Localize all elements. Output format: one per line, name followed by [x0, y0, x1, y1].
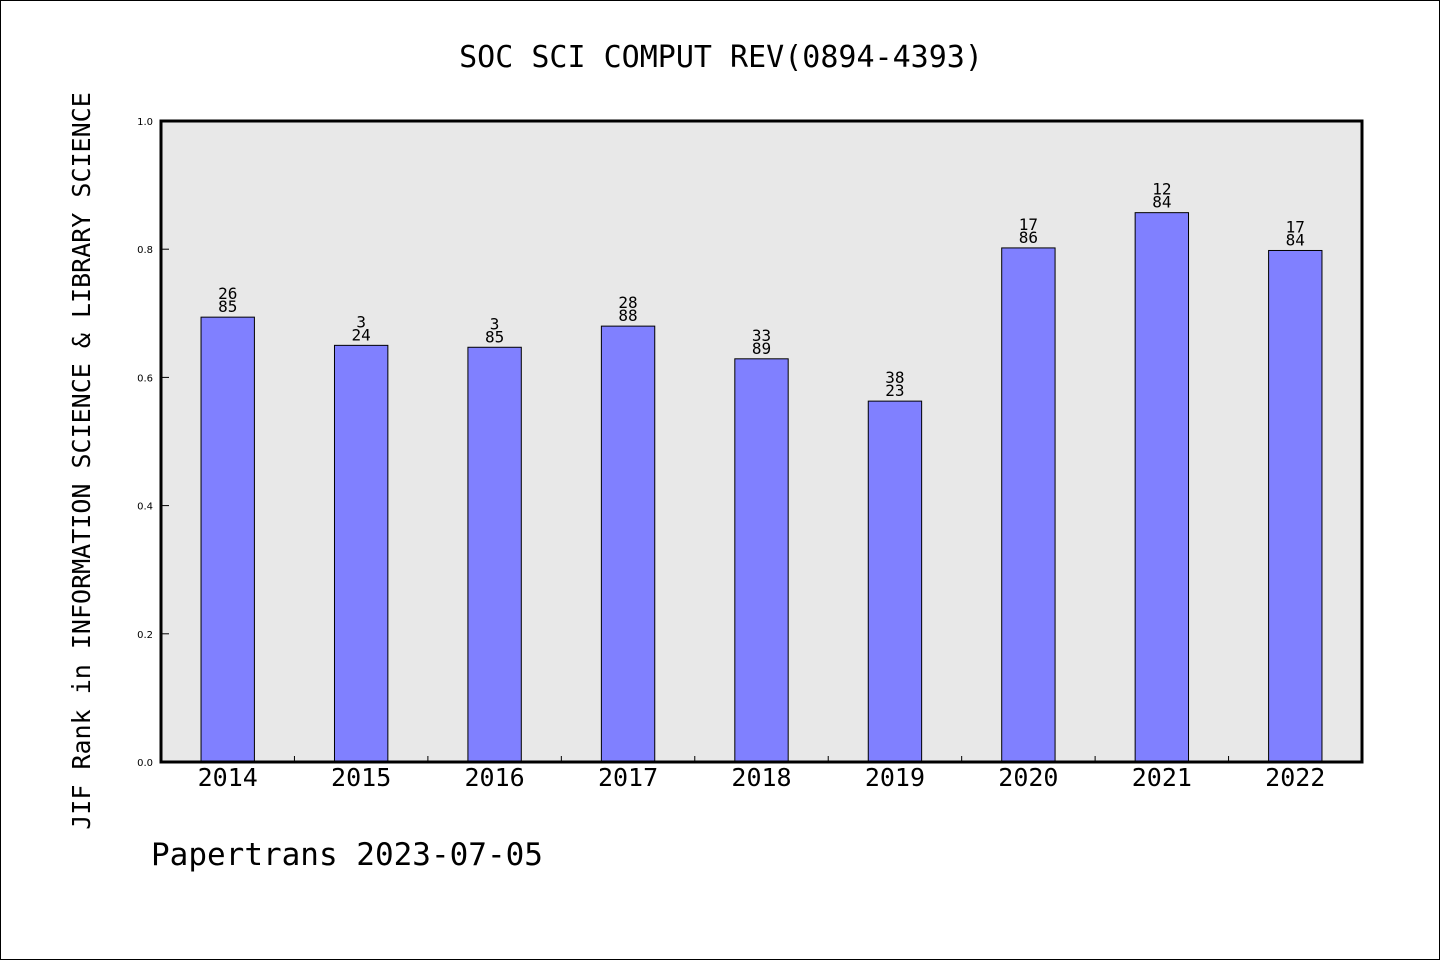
bar-label-rank-2016: 3	[490, 314, 500, 333]
bar-label-rank-2015: 3	[356, 312, 366, 331]
bar-label-total-2015: 24	[352, 325, 371, 344]
x-tick-label-2015: 2015	[331, 763, 391, 792]
chart-title: SOC SCI COMPUT REV(0894-4393)	[459, 40, 983, 75]
x-tick-label-2020: 2020	[998, 763, 1058, 792]
bar-label-rank-2019: 38	[885, 368, 904, 387]
bar-2021	[1134, 212, 1190, 763]
y-tick-label-1.0: 1.0	[137, 117, 153, 128]
y-tick-label-0.2: 0.2	[137, 630, 153, 641]
bar-label-rank-2014: 26	[218, 284, 237, 303]
x-tick-label-2016: 2016	[465, 763, 525, 792]
bar-2018	[734, 358, 789, 763]
x-tick-label-2014: 2014	[198, 763, 258, 792]
y-tick-label-0.4: 0.4	[137, 502, 153, 513]
bar-label-total-2020: 86	[1019, 228, 1038, 247]
y-axis-label: JIF Rank in INFORMATION SCIENCE & LIBRAR…	[67, 92, 96, 830]
bar-label-rank-2018: 33	[752, 326, 771, 345]
bar-label-rank-2021: 12	[1152, 180, 1171, 199]
bar-label-rank-2020: 17	[1019, 215, 1038, 234]
bar-label-total-2021: 84	[1152, 193, 1171, 212]
bar-2019	[867, 400, 923, 763]
x-tick-label-2021: 2021	[1132, 763, 1192, 792]
bar-2014	[200, 316, 255, 763]
bar-label-total-2018: 89	[752, 339, 771, 358]
bar-label-total-2016: 85	[485, 327, 504, 346]
bar-label-rank-2017: 28	[618, 293, 637, 312]
y-tick-label-0.0: 0.0	[137, 758, 153, 769]
x-axis-ticks: 2014 2015 2016 2017 2018 2019 2020 2021 2022	[198, 756, 1325, 792]
x-tick-label-2019: 2019	[865, 763, 925, 792]
x-tick-label-2022: 2022	[1265, 763, 1325, 792]
footer-credit: Papertrans 2023-07-05	[151, 837, 543, 873]
bar-label-total-2017: 88	[618, 306, 637, 325]
bar-2015	[333, 344, 389, 763]
bar-2020	[1001, 247, 1056, 763]
bar-2016	[467, 346, 522, 763]
y-tick-label-0.6: 0.6	[137, 373, 153, 384]
bar-label-total-2022: 84	[1286, 230, 1305, 249]
x-tick-label-2018: 2018	[731, 763, 791, 792]
bar-2022	[1268, 249, 1323, 763]
y-tick-label-0.8: 0.8	[137, 245, 153, 256]
bar-label-rank-2022: 17	[1286, 217, 1305, 236]
bar-2017	[600, 325, 656, 763]
bar-label-total-2014: 85	[218, 297, 237, 316]
bar-label-total-2019: 23	[885, 381, 904, 400]
x-tick-label-2017: 2017	[598, 763, 658, 792]
plot-border	[159, 119, 1364, 764]
